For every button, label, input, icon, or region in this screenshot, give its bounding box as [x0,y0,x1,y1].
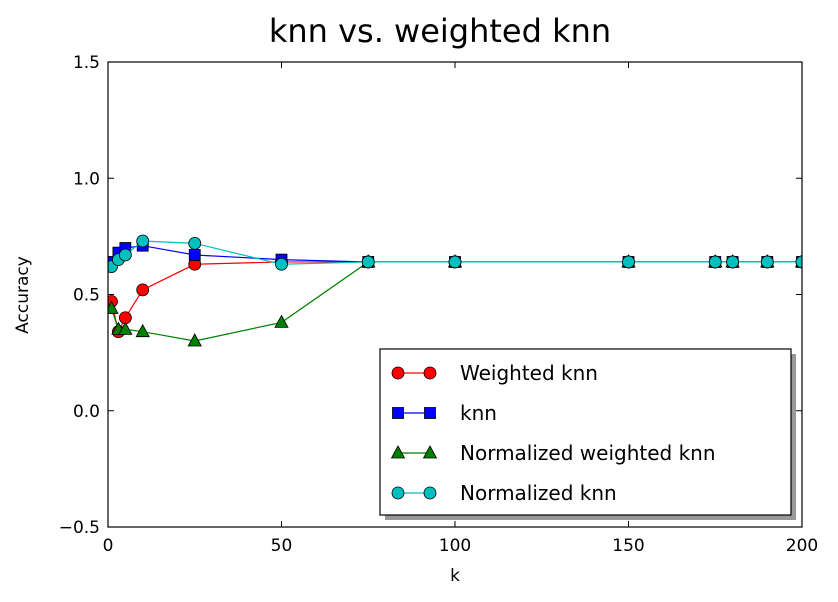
data-point-normalized-knn [275,257,288,271]
data-point-normalized-knn [361,255,375,269]
y-tick-label: −0.5 [59,518,100,538]
data-point-normalized-weighted-knn [118,321,133,335]
legend-label: Normalized knn [460,481,617,505]
legend-item-normalized-knn: Normalized knn [391,481,617,505]
legend-marker [424,407,436,419]
data-point-normalized-knn [726,255,739,269]
data-point-normalized-knn [136,234,150,248]
axes: 0 50 100 150 200 −0.5 0.0 0.5 1.0 1.5 [59,53,819,556]
y-tick-label: 1.5 [73,53,100,73]
series-normalized-knn [108,234,802,273]
data-point-normalized-knn [448,255,462,269]
data-point-normalized-knn [760,255,774,269]
y-tick-label: 1.0 [73,169,100,189]
data-point-normalized-knn [795,255,802,269]
data-point-normalized-weighted-knn [187,333,202,347]
legend-label: Normalized weighted knn [460,441,716,465]
legend-marker [423,366,437,380]
legend-marker [423,486,437,500]
data-point-normalized-knn [118,248,132,262]
chart-title: knn vs. weighted knn [269,12,611,50]
legend-item-weighted-knn: Weighted knn [391,361,598,385]
x-axis-label: k [450,566,460,586]
legend-label: knn [460,401,497,425]
legend-item-normalized-weighted-knn: Normalized weighted knn [390,441,716,465]
x-tick-label: 50 [271,536,293,556]
data-point-normalized-knn [622,255,635,269]
data-point-normalized-knn [708,255,722,269]
y-axis-label: Accuracy [13,256,33,334]
legend: Weighted knn knn Normalized weighted knn No… [379,348,796,520]
data-point-weighted-knn [136,283,150,297]
plot-area [108,234,802,347]
x-tick-label: 150 [612,536,644,556]
legend-box [379,348,792,516]
x-tick-label: 0 [103,536,114,556]
data-point-normalized-knn [188,236,202,250]
y-tick-label: 0.5 [73,286,100,306]
legend-marker [392,407,404,419]
x-tick-label: 100 [439,536,471,556]
legend-marker [390,445,406,459]
legend-marker [391,486,405,500]
legend-marker [391,366,405,380]
data-point-normalized-weighted-knn [274,314,289,328]
legend-item-knn: knn [392,401,497,425]
y-tick-label: 0.0 [73,402,100,422]
legend-marker [422,445,438,459]
data-point-knn [188,249,201,261]
legend-label: Weighted knn [460,361,598,385]
data-point-normalized-weighted-knn [135,323,150,338]
x-tick-label: 200 [786,536,818,556]
